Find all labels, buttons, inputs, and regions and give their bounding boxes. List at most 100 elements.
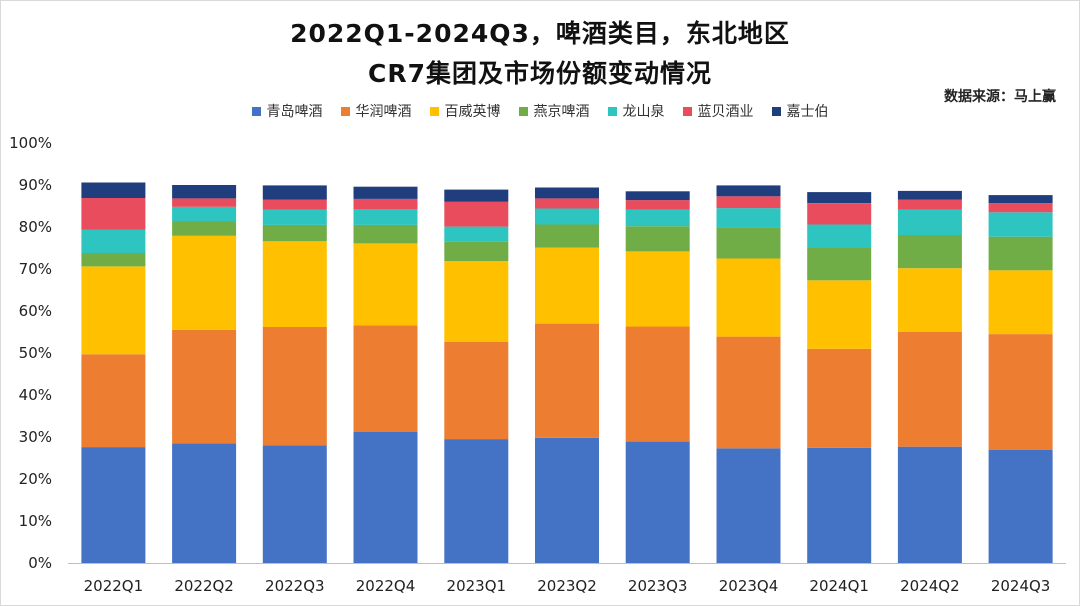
x-tick-label: 2024Q3 [991, 577, 1051, 595]
bar-segment [172, 185, 237, 199]
bar-segment [262, 224, 327, 242]
y-tick-label: 40% [19, 386, 52, 404]
bar-segment [535, 437, 599, 563]
bar-segment [988, 450, 1053, 563]
legend-label: 蓝贝酒业 [697, 104, 754, 120]
y-tick-label: 0% [28, 554, 52, 572]
bar-segment [807, 248, 872, 281]
y-tick-label: 100% [9, 134, 52, 152]
legend-swatch [607, 106, 617, 116]
legend-item: 青岛啤酒 [251, 101, 323, 121]
bar-segment [988, 212, 1053, 237]
y-tick-label: 80% [19, 218, 52, 236]
legend-label: 华润啤酒 [355, 104, 412, 120]
y-tick-label: 70% [19, 260, 52, 278]
legend-label: 龙山泉 [622, 104, 665, 120]
legend-label: 燕京啤酒 [533, 104, 590, 120]
bar-segment [535, 323, 599, 438]
bar-segment [625, 441, 690, 563]
legend-item: 嘉士伯 [771, 101, 829, 121]
y-tick-label: 20% [19, 470, 52, 488]
y-tick-label: 10% [19, 512, 52, 530]
x-tick-label: 2023Q4 [719, 577, 779, 595]
bar-segment [807, 224, 872, 248]
legend-item: 龙山泉 [607, 101, 665, 121]
bar-segment [807, 348, 872, 448]
x-tick-label: 2023Q2 [537, 577, 597, 595]
bar-segment [262, 241, 327, 327]
bar-segment [81, 198, 146, 230]
bar-segment [988, 236, 1053, 271]
legend-item: 华润啤酒 [340, 101, 412, 121]
bar-segment [444, 261, 509, 342]
bar-segment [716, 448, 781, 563]
bar-segment [172, 221, 237, 236]
bar-segment [444, 226, 509, 242]
x-tick-label: 2022Q4 [356, 577, 416, 595]
bar-segment [897, 446, 962, 563]
bar-segment [262, 199, 327, 210]
bar-segment [625, 226, 690, 252]
bar-segment [716, 258, 781, 337]
bar-segment [716, 208, 781, 228]
bar-segment [262, 445, 327, 563]
bar-segment [81, 266, 146, 355]
bar-segment [988, 270, 1053, 335]
x-tick-label: 2022Q1 [84, 577, 144, 595]
bar-segment [897, 209, 962, 235]
bar-segment [716, 227, 781, 259]
bar-segment [81, 182, 146, 198]
chart-title-line-2: CR7集团及市场份额变动情况 [368, 59, 712, 88]
bar-segment [444, 341, 509, 440]
bar-segment [81, 229, 146, 253]
data-source-note: 数据来源：马上赢 [944, 89, 1056, 105]
bar-segment [897, 199, 962, 210]
bar-segment [535, 208, 599, 225]
legend-item: 百威英博 [429, 101, 501, 121]
legend-swatch [251, 106, 261, 116]
bar-segment [444, 189, 509, 202]
bar-segment [897, 235, 962, 269]
legend-swatch [429, 106, 439, 116]
bar-segment [353, 198, 418, 209]
x-tick-label: 2022Q3 [265, 577, 325, 595]
y-tick-label: 90% [19, 176, 52, 194]
bar-segment [625, 326, 690, 442]
chart-legend: 青岛啤酒 华润啤酒 百威英博 燕京啤酒 龙山泉 蓝贝酒业 嘉士伯 [0, 101, 1080, 121]
legend-label: 青岛啤酒 [266, 104, 323, 120]
bar-segment [716, 196, 781, 209]
bar-segment [897, 332, 962, 447]
bar-segment [807, 192, 872, 203]
legend-item: 燕京啤酒 [518, 101, 590, 121]
bar-segment [807, 447, 872, 563]
bar-segment [353, 325, 418, 432]
legend-swatch [771, 106, 781, 116]
bar-segment [807, 203, 872, 225]
bar-segment [172, 235, 237, 330]
y-tick-label: 60% [19, 302, 52, 320]
bar-segment [172, 443, 237, 563]
bar-segment [988, 195, 1053, 204]
bar-segment [444, 241, 509, 261]
bar-segment [444, 201, 509, 227]
bar-segment [535, 247, 599, 324]
bar-segment [625, 191, 690, 201]
bar-segment [262, 209, 327, 225]
x-tick-label: 2024Q2 [900, 577, 960, 595]
bar-segment [262, 327, 327, 446]
legend-swatch [518, 106, 528, 116]
bar-segment [716, 185, 781, 197]
bar-segment [807, 280, 872, 349]
bar-segment [262, 185, 327, 200]
y-tick-label: 50% [19, 344, 52, 362]
legend-swatch [340, 106, 350, 116]
bar-segment [172, 198, 237, 207]
bar-segment [988, 334, 1053, 450]
legend-item: 蓝贝酒业 [682, 101, 754, 121]
bar-segment [353, 186, 418, 199]
bar-segment [535, 187, 599, 199]
bar-segment [716, 336, 781, 449]
bar-segment [988, 203, 1053, 213]
bar-segment [897, 190, 962, 200]
